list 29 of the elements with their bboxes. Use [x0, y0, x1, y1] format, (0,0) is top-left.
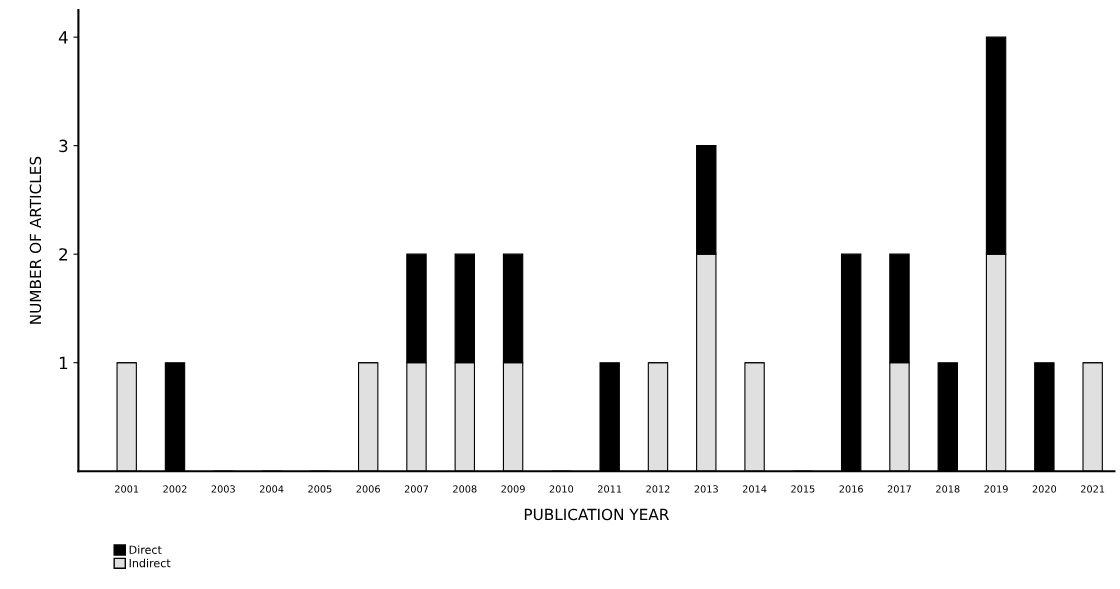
legend-label: Direct [129, 545, 162, 554]
x-tick-label: 2017 [887, 485, 912, 493]
y-tick-label: 3 [59, 139, 68, 153]
x-tick-label: 2019 [984, 485, 1008, 493]
y-tick-label: 2 [59, 248, 68, 261]
legend-label: Indirect [129, 558, 171, 568]
x-tick-label: 2001 [115, 485, 139, 493]
x-axis-title: PUBLICATION YEAR [524, 508, 669, 521]
x-tick-label: 2013 [694, 485, 718, 493]
x-tick-label: 2014 [742, 485, 767, 493]
x-tick-label: 2016 [839, 485, 863, 493]
x-tick-label: 2006 [356, 485, 380, 493]
x-tick-label: 2012 [646, 485, 670, 493]
x-tick-label: 2010 [549, 485, 574, 493]
x-tick-label: 2009 [501, 485, 525, 493]
x-tick-label: 2018 [936, 485, 960, 493]
x-tick-label: 2011 [598, 485, 622, 493]
x-tick-label: 2007 [404, 485, 429, 493]
x-tick-label: 2015 [791, 485, 815, 493]
x-tick-label: 2021 [1081, 485, 1105, 493]
x-tick-label: 2008 [453, 485, 477, 493]
y-tick-label: 1 [59, 356, 68, 370]
x-tick-label: 2020 [1032, 485, 1057, 493]
y-tick-label: 4 [58, 31, 68, 44]
y-axis-title: NUMBER OF ARTICLES [29, 156, 42, 324]
x-tick-label: 2002 [163, 485, 187, 493]
x-tick-label: 2004 [259, 485, 284, 493]
x-tick-label: 2003 [211, 485, 235, 493]
x-tick-label: 2005 [308, 485, 332, 493]
